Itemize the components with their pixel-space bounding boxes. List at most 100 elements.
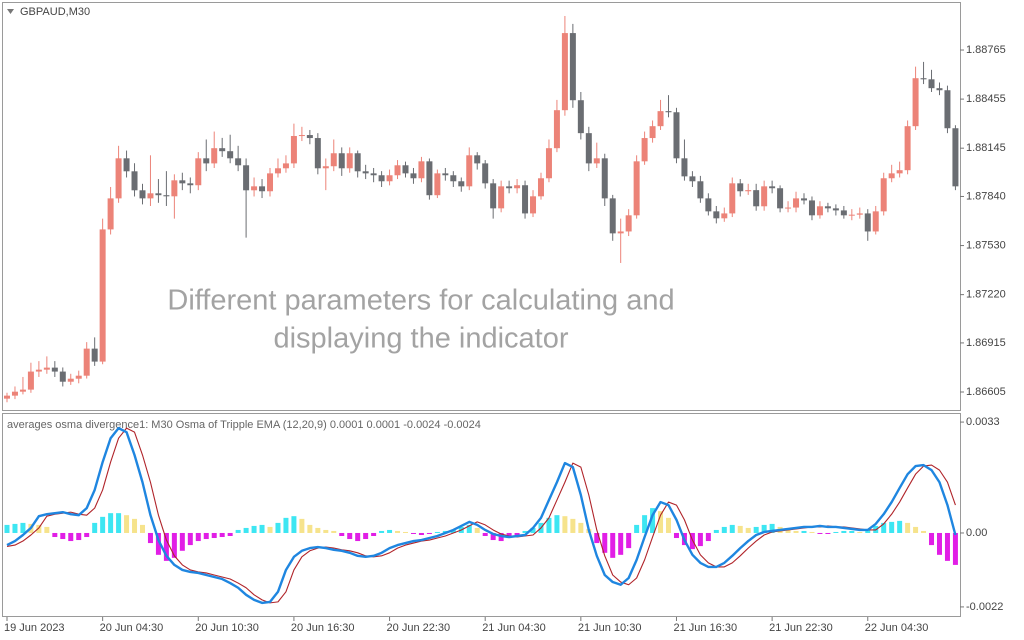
- x-tick-label: 21 Jun 04:30: [482, 622, 546, 634]
- candle-body: [378, 175, 385, 182]
- histogram-bar: [554, 515, 560, 533]
- histogram-bar: [634, 524, 640, 533]
- candle-body: [195, 158, 202, 186]
- histogram-bar: [132, 518, 138, 533]
- y-tick-label: -0.0022: [966, 601, 1003, 613]
- candle-body: [115, 158, 122, 199]
- candle-body: [498, 186, 505, 209]
- candle-body: [450, 175, 457, 182]
- annotation: Different parameters for calculating and: [167, 285, 674, 317]
- histogram-bar: [721, 526, 727, 533]
- candle-body: [227, 151, 234, 159]
- candle-body: [235, 158, 242, 166]
- candle-body: [697, 181, 704, 199]
- candle-body: [219, 148, 226, 152]
- histogram-bar: [666, 517, 672, 533]
- indicator-panel-frame: [2, 413, 961, 617]
- candle-body: [59, 371, 66, 382]
- histogram-bar: [147, 532, 153, 544]
- candle-body: [737, 183, 744, 192]
- histogram-bar: [833, 531, 839, 533]
- candle-body: [179, 180, 186, 184]
- candle-body: [601, 158, 608, 199]
- histogram-bar: [76, 532, 82, 541]
- candle-body: [123, 158, 130, 172]
- candle-body: [91, 348, 98, 362]
- candle-body: [51, 367, 58, 372]
- y-tick-label: 1.88765: [966, 44, 1006, 56]
- histogram-bar: [371, 532, 377, 537]
- candle-body: [824, 206, 831, 209]
- candle-body: [569, 33, 576, 101]
- histogram-bar: [116, 513, 122, 533]
- histogram-bar: [403, 531, 408, 533]
- histogram-bar: [929, 532, 935, 546]
- candle-body: [625, 215, 632, 232]
- candle-body: [641, 138, 648, 162]
- histogram-bar: [426, 532, 432, 534]
- histogram-bar: [841, 530, 847, 533]
- candle-body: [633, 161, 640, 216]
- candle-body: [689, 176, 696, 182]
- candle-body: [330, 153, 337, 167]
- candle-body: [267, 173, 274, 192]
- histogram-bar: [753, 526, 759, 533]
- candle-body: [434, 173, 441, 196]
- histogram-bar: [809, 531, 815, 533]
- histogram-bar: [203, 532, 209, 540]
- histogram-bar: [737, 525, 743, 533]
- candle-body: [259, 186, 266, 192]
- candle-body: [418, 161, 425, 179]
- candle-body: [147, 193, 154, 199]
- histogram-bar: [108, 513, 114, 533]
- histogram-bar: [697, 532, 703, 547]
- y-tick-label: 1.88145: [966, 142, 1006, 154]
- candle-body: [282, 163, 289, 169]
- histogram-bar: [705, 532, 711, 542]
- y-tick-label: 1.86605: [966, 386, 1006, 398]
- candle-body: [155, 193, 162, 196]
- candle-body: [458, 181, 465, 187]
- histogram-bar: [570, 518, 576, 533]
- histogram-bar: [897, 520, 903, 533]
- histogram-bar: [235, 529, 241, 533]
- histogram-bar: [474, 527, 480, 533]
- candle-body: [11, 391, 18, 396]
- x-tick-label: 19 Jun 2023: [4, 622, 65, 634]
- candle-body: [394, 165, 401, 176]
- candle-body: [761, 186, 768, 207]
- candle-body: [290, 135, 297, 164]
- histogram-bar: [179, 532, 185, 551]
- candle-body: [729, 183, 736, 214]
- candle-body: [888, 173, 895, 179]
- histogram-bar: [171, 532, 177, 558]
- histogram-bar: [323, 529, 329, 533]
- histogram-bar: [490, 532, 496, 541]
- histogram-bar: [12, 523, 18, 533]
- menu-triangle[interactable]: [7, 9, 14, 14]
- histogram-bar: [187, 532, 193, 546]
- histogram-bar: [881, 522, 887, 533]
- histogram-bar: [339, 532, 345, 537]
- histogram-bar: [514, 532, 520, 535]
- histogram-bar: [921, 530, 927, 533]
- candle-body: [785, 207, 792, 209]
- candle-body: [338, 153, 345, 169]
- histogram-bar: [745, 527, 751, 533]
- candle-body: [522, 185, 529, 214]
- histogram-bar: [626, 532, 632, 549]
- candle-body: [673, 112, 680, 159]
- candle-body: [203, 158, 210, 164]
- indicator-title: averages osma divergence1: M30 Osma of T…: [7, 419, 481, 431]
- candle-body: [131, 171, 138, 191]
- candle-body: [19, 389, 26, 392]
- candle-body: [67, 378, 74, 382]
- candle-body: [721, 213, 728, 219]
- candle-body: [793, 198, 800, 208]
- histogram-bar: [729, 524, 735, 533]
- histogram-bar: [259, 524, 265, 533]
- candle-body: [832, 208, 839, 211]
- histogram-bar: [466, 524, 472, 533]
- candle-body: [482, 163, 489, 184]
